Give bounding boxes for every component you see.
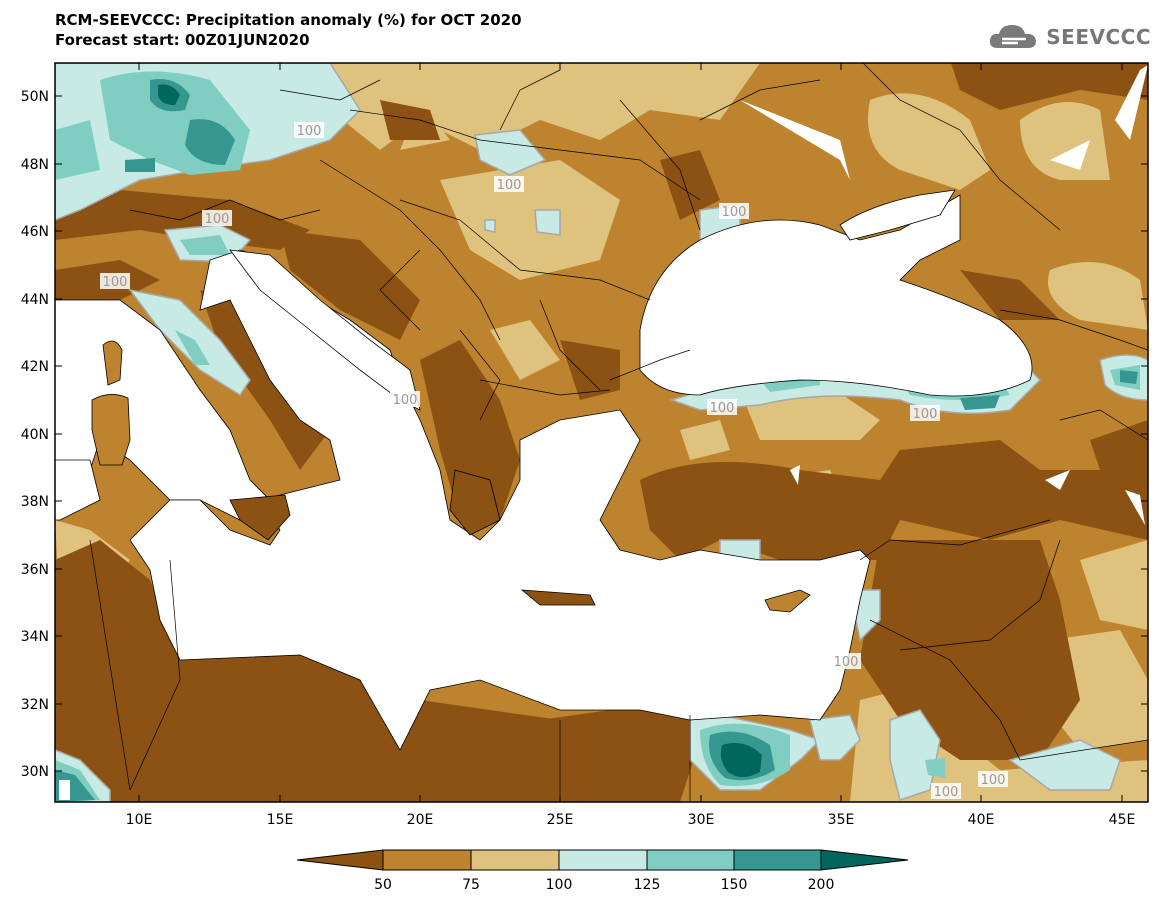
colorbar-lt50 bbox=[296, 849, 384, 871]
lat-label: 50N bbox=[21, 89, 49, 105]
colorbar-gt200 bbox=[820, 849, 909, 871]
contour-label: 100 bbox=[722, 205, 747, 220]
contour-label: 100 bbox=[913, 407, 938, 422]
latitude-axis: 50N 48N 46N 44N 42N 40N 38N 36N 34N 32N 30N bbox=[21, 89, 1148, 780]
logo-text: SEEVCCC bbox=[1046, 25, 1151, 49]
lat-label: 44N bbox=[21, 292, 49, 308]
longitude-axis: 10E 15E 20E 25E 30E 35E 40E 45E bbox=[126, 63, 1136, 828]
lat-label: 38N bbox=[21, 494, 49, 510]
contour-label: 100 bbox=[710, 401, 735, 416]
masked-areas bbox=[59, 65, 1148, 800]
lat-label: 36N bbox=[21, 562, 49, 578]
contour-labels: 100 100 100 100 100 100 100 100 100 100 … bbox=[100, 122, 1008, 800]
colorbar-150-200 bbox=[733, 849, 822, 871]
islands bbox=[91, 340, 811, 613]
colorbar-tick: 150 bbox=[721, 877, 748, 893]
lat-label: 32N bbox=[21, 697, 49, 713]
colorbar-125-150 bbox=[646, 849, 735, 871]
lon-label: 40E bbox=[968, 812, 995, 828]
colorbar-tick: 75 bbox=[462, 877, 480, 893]
lon-label: 20E bbox=[407, 812, 434, 828]
sea-areas bbox=[55, 189, 1033, 751]
lat-label: 46N bbox=[21, 224, 49, 240]
lat-label: 34N bbox=[21, 629, 49, 645]
lon-label: 15E bbox=[267, 812, 294, 828]
adriatic-sea bbox=[229, 249, 421, 411]
lat-label: 40N bbox=[21, 427, 49, 443]
contour-label: 100 bbox=[834, 655, 859, 670]
anomaly-above-200-areas bbox=[158, 84, 762, 777]
contour-label: 100 bbox=[497, 178, 522, 193]
map-area: 100 100 100 100 100 100 100 100 100 100 … bbox=[55, 63, 1148, 802]
lon-label: 30E bbox=[688, 812, 715, 828]
map-frame bbox=[54, 62, 1149, 803]
lon-label: 25E bbox=[547, 812, 574, 828]
contour-label: 100 bbox=[934, 785, 959, 800]
sea-of-azov bbox=[839, 189, 956, 241]
tunis-corner-sea bbox=[55, 459, 101, 521]
contour-label: 100 bbox=[981, 773, 1006, 788]
anomaly-below-50-areas bbox=[55, 63, 1148, 802]
lon-label: 35E bbox=[828, 812, 855, 828]
map-title: RCM-SEEVCCC: Precipitation anomaly (%) f… bbox=[55, 10, 522, 50]
colorbar: 50 75 100 125 150 200 bbox=[296, 849, 909, 893]
colorbar-50-75 bbox=[382, 849, 472, 871]
lat-label: 42N bbox=[21, 359, 49, 375]
seevccc-logo: SEEVCCC bbox=[988, 22, 1151, 52]
contour-label: 100 bbox=[205, 212, 230, 227]
country-borders bbox=[89, 63, 1148, 802]
lat-label: 48N bbox=[21, 157, 49, 173]
colorbar-tick: 125 bbox=[634, 877, 661, 893]
cyprus bbox=[764, 589, 811, 613]
title-line-2: Forecast start: 00Z01JUN2020 bbox=[55, 31, 310, 49]
corsica bbox=[102, 340, 123, 386]
lon-label: 45E bbox=[1109, 812, 1136, 828]
contour-label: 100 bbox=[297, 124, 322, 139]
tyrrhenian-ionian-aegean-levant bbox=[129, 249, 871, 751]
contour-label: 100 bbox=[393, 393, 418, 408]
colorbar-tick: 50 bbox=[374, 877, 392, 893]
colorbar-tick: 200 bbox=[808, 877, 835, 893]
lat-label: 30N bbox=[21, 764, 49, 780]
colorbar-100-125 bbox=[558, 849, 648, 871]
contour-label: 100 bbox=[103, 275, 128, 290]
colorbar-tick: 100 bbox=[546, 877, 573, 893]
sardinia bbox=[91, 394, 131, 466]
crete bbox=[520, 589, 596, 606]
cloud-icon bbox=[990, 25, 1037, 48]
sicily bbox=[229, 494, 291, 541]
lon-label: 10E bbox=[126, 812, 153, 828]
colorbar-75-100 bbox=[470, 849, 560, 871]
title-line-1: RCM-SEEVCCC: Precipitation anomaly (%) f… bbox=[55, 11, 522, 29]
peloponnese bbox=[449, 469, 501, 536]
black-sea bbox=[639, 194, 1033, 397]
